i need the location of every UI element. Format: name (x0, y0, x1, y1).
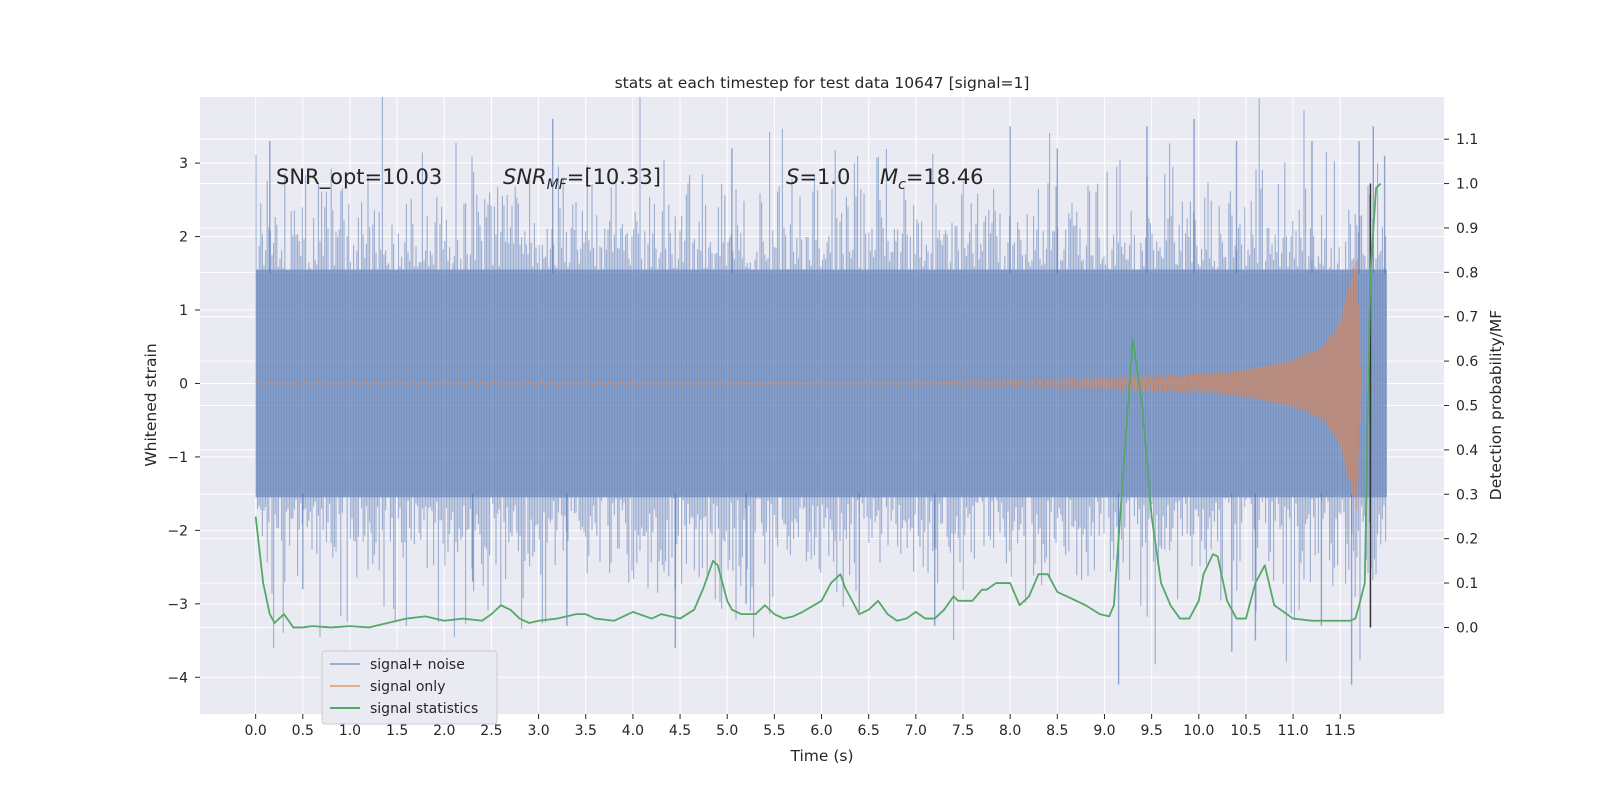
x-tick-label: 0.0 (245, 723, 267, 739)
y-right-tick-label: 0.0 (1456, 620, 1478, 636)
y-tick-label: −3 (167, 597, 188, 613)
y-axis-right-label: Detection probability/MF (1487, 310, 1505, 501)
axis-ticks: 0.0 0.5 1.0 1.5 2.0 2.5 3.0 3.5 4.0 4.5 5.0 5.5 6.0 6… (167, 132, 1478, 739)
y-tick-label: 3 (179, 156, 188, 172)
y-right-tick-label: 0.8 (1456, 265, 1478, 281)
annotation-mc: Mc=18.46 (880, 165, 984, 193)
y-tick-label: 1 (179, 303, 188, 319)
x-tick-label: 4.0 (622, 723, 644, 739)
x-tick-label: 0.5 (292, 723, 314, 739)
x-tick-label: 11.5 (1325, 723, 1356, 739)
x-tick-label: 8.0 (999, 723, 1021, 739)
legend-label-signal-only: signal only (370, 679, 445, 695)
annotation-snr-opt: SNR_opt=10.03 (276, 165, 442, 190)
x-tick-label: 2.5 (480, 723, 502, 739)
x-tick-label: 1.0 (339, 723, 361, 739)
legend-label-statistics: signal statistics (370, 701, 478, 717)
x-tick-label: 2.0 (433, 723, 455, 739)
y-right-tick-label: 0.5 (1456, 399, 1478, 415)
x-axis-label: Time (s) (789, 747, 853, 765)
y-right-tick-label: 0.6 (1456, 354, 1478, 370)
x-tick-label: 7.0 (905, 723, 927, 739)
x-tick-label: 3.5 (575, 723, 597, 739)
x-tick-label: 6.5 (858, 723, 880, 739)
legend-box (321, 650, 498, 725)
annotations: SNR_opt=10.03 SNRMF=[10.33] S=1.0 Mc=18.… (276, 165, 984, 193)
x-tick-label: 5.5 (763, 723, 785, 739)
y-right-tick-label: 0.4 (1456, 443, 1478, 459)
x-tick-label: 3.0 (527, 723, 549, 739)
series-signal-statistics (254, 182, 1382, 629)
y-right-tick-label: 0.2 (1456, 532, 1478, 548)
x-tick-label: 4.5 (669, 723, 691, 739)
y-tick-label: −4 (167, 670, 188, 686)
noise-spikes (269, 119, 1386, 685)
series-signal-only (255, 259, 1383, 511)
y-right-tick-label: 0.3 (1456, 487, 1478, 503)
x-tick-label: 1.5 (386, 723, 408, 739)
y-right-tick-label: 1.0 (1456, 177, 1478, 193)
x-tick-label: 8.5 (1046, 723, 1068, 739)
annotation-snr-mf: SNRMF=[10.33] (503, 165, 661, 193)
x-tick-label: 5.0 (716, 723, 738, 739)
plot-series (254, 97, 1387, 685)
y-right-tick-label: 0.9 (1456, 221, 1478, 237)
y-tick-label: −1 (167, 450, 188, 466)
y-right-tick-label: 0.1 (1456, 576, 1478, 592)
chart-title: stats at each timestep for test data 106… (615, 74, 1030, 92)
y-tick-label: 2 (179, 230, 188, 246)
legend: signal+ noise signal only signal statist… (321, 650, 498, 725)
y-tick-label: −2 (167, 523, 188, 539)
x-tick-label: 9.5 (1140, 723, 1162, 739)
x-tick-label: 10.0 (1183, 723, 1214, 739)
x-tick-label: 9.0 (1093, 723, 1115, 739)
x-tick-label: 7.5 (952, 723, 974, 739)
y-axis-label: Whitened strain (142, 343, 160, 466)
x-tick-label: 10.5 (1230, 723, 1261, 739)
legend-label-signal-noise: signal+ noise (370, 657, 465, 673)
annotation-s: S=1.0 (786, 165, 850, 189)
y-tick-label: 0 (179, 376, 188, 392)
y-right-tick-label: 1.1 (1456, 132, 1478, 148)
x-tick-label: 6.0 (810, 723, 832, 739)
x-tick-label: 11.0 (1278, 723, 1309, 739)
y-right-tick-label: 0.7 (1456, 310, 1478, 326)
